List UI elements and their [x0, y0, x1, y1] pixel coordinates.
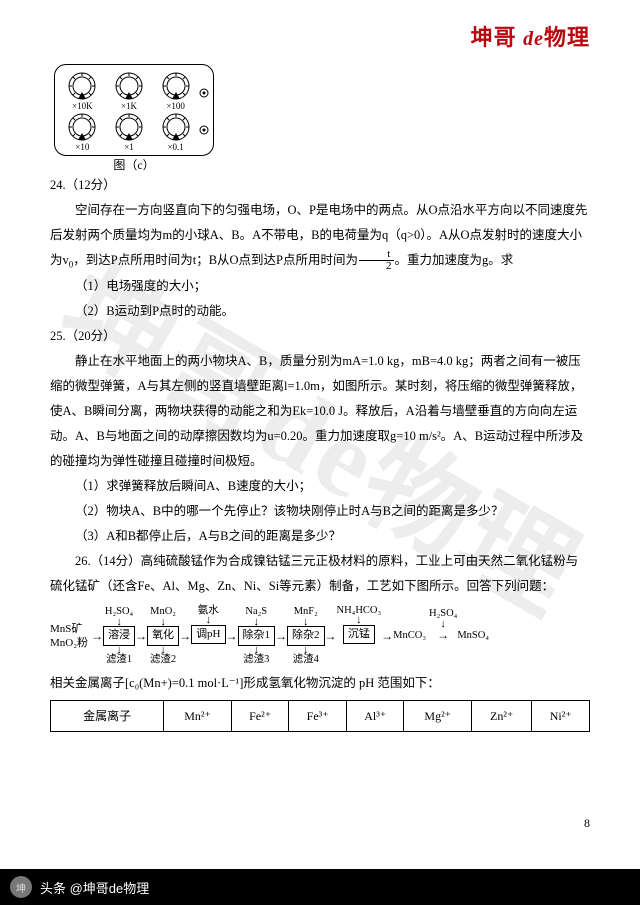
- logo-tail: 物理: [544, 25, 590, 50]
- dial: ×10K: [64, 71, 100, 112]
- arrow-right-icon: →: [179, 630, 191, 642]
- footer-text: 头条 @坤哥de物理: [40, 878, 149, 897]
- arrow-right-icon: →: [325, 630, 337, 642]
- flow-residue: [207, 655, 210, 667]
- table-row: 金属离子 Mn²⁺ Fe²⁺ Fe³⁺ Al³⁺ Mg²⁺ Zn²⁺ Ni²⁺: [51, 700, 590, 731]
- q25-sub3: （3）A和B都停止后，A与B之间的距离是多少？: [50, 524, 590, 549]
- arrow-down-icon: ↓: [116, 646, 122, 655]
- flow-step: 溶浸: [103, 626, 135, 645]
- q26-note: 相关金属离子[c₀(Mn+)=0.1 mol·L⁻¹]形成氢氧化物沉淀的 pH …: [50, 671, 590, 696]
- header-logo: 坤哥 de物理: [471, 16, 590, 60]
- avatar-icon: 坤: [10, 876, 32, 898]
- arrow-down-icon: ↓: [303, 618, 309, 627]
- arrow-right-icon: →: [381, 630, 393, 642]
- dial-label: ×0.1: [158, 143, 194, 153]
- q24-sub2: （2）B运动到P点时的动能。: [50, 299, 590, 324]
- table-header-cell: Fe³⁺: [289, 700, 347, 731]
- dial: ×0.1: [158, 112, 194, 153]
- arrow-right-icon: →: [135, 630, 147, 642]
- flow-residue: [358, 655, 361, 667]
- arrow-down-icon: ↓: [206, 616, 212, 625]
- dial: ×1: [111, 112, 147, 153]
- flow-residue: 滤渣4: [293, 654, 319, 666]
- flow-step: 沉锰: [343, 625, 375, 644]
- flow-residue: 滤渣1: [106, 654, 132, 666]
- arrow-right-icon: →: [91, 630, 103, 642]
- dial-label: ×1: [111, 143, 147, 153]
- q24-text-c: 。重力加速度为g。求: [395, 253, 514, 267]
- table-header-cell: Al³⁺: [346, 700, 404, 731]
- device-figure: ×10K ×1K ×100: [54, 64, 214, 173]
- q24-sub1: （1）电场强度的大小；: [50, 274, 590, 299]
- q24-text: 空间存在一方向竖直向下的匀强电场，O、P是电场中的两点。从O点沿水平方向以不同速…: [50, 198, 590, 274]
- table-header-cell: Ni²⁺: [532, 700, 590, 731]
- dial: ×1K: [111, 71, 147, 112]
- dial-label: ×100: [158, 102, 194, 112]
- logo-de: de: [523, 28, 544, 50]
- page-number: 8: [584, 811, 590, 835]
- flow-step: 除杂1: [238, 626, 276, 645]
- dial-label: ×10K: [64, 102, 100, 112]
- q24-text-b: ，到达P点所用时间为t；B从O点到达P点所用时间为: [73, 253, 358, 267]
- footer-bar: 坤 头条 @坤哥de物理: [0, 869, 640, 905]
- arrow-down-icon: ↓: [116, 618, 122, 627]
- arrow-down-icon: ↓: [356, 616, 362, 625]
- flow-residue: 滤渣2: [150, 654, 176, 666]
- arrow-down-icon: ↓: [303, 646, 309, 655]
- arrow-right-icon: →: [437, 629, 449, 641]
- q25-heading: 25.（20分）: [50, 324, 590, 349]
- flow-input: MnS矿: [50, 623, 82, 635]
- q25-text: 静止在水平地面上的两小物块A、B，质量分别为mA=1.0 kg，mB=4.0 k…: [50, 349, 590, 474]
- terminal-icon: [199, 88, 209, 98]
- ion-table: 金属离子 Mn²⁺ Fe²⁺ Fe³⁺ Al³⁺ Mg²⁺ Zn²⁺ Ni²⁺: [50, 700, 590, 732]
- flow-input: MnO₂粉: [50, 637, 88, 649]
- dial: ×100: [158, 71, 194, 112]
- logo-main: 坤哥: [471, 25, 517, 50]
- flow-inputs: MnS矿 MnO₂粉: [50, 622, 91, 651]
- flow-final: MnCO₃: [393, 630, 426, 642]
- q25-sub2: （2）物块A、B中的哪一个先停止？该物块刚停止时A与B之间的距离是多少？: [50, 499, 590, 524]
- table-header-cell: Mn²⁺: [164, 700, 232, 731]
- flow-step: 氧化: [147, 626, 179, 645]
- table-header-cell: Fe²⁺: [231, 700, 289, 731]
- device-frame: ×10K ×1K ×100: [54, 64, 214, 156]
- arrow-down-icon: ↓: [254, 646, 260, 655]
- table-header-cell: Mg²⁺: [404, 700, 472, 731]
- flowchart: MnS矿 MnO₂粉 → H₂SO₄ ↓ 溶浸 ↓ 滤渣1 → MnO₂ ↓ 氧…: [50, 605, 590, 667]
- arrow-down-icon: ↓: [160, 646, 166, 655]
- q24-heading: 24.（12分）: [50, 173, 590, 198]
- arrow-right-icon: →: [275, 630, 287, 642]
- dial-label: ×10: [64, 143, 100, 153]
- flow-step: 除杂2: [287, 626, 325, 645]
- table-header-cell: Zn²⁺: [471, 700, 531, 731]
- arrow-down-icon: ↓: [160, 618, 166, 627]
- arrow-down-icon: ↓: [254, 618, 260, 627]
- flow-residue: 滤渣3: [243, 654, 269, 666]
- arrow-right-icon: →: [226, 630, 238, 642]
- terminal-icon: [199, 125, 209, 135]
- q26-heading: 26.（14分）高纯硫酸锰作为合成镍钴锰三元正极材料的原料，工业上可由天然二氧化…: [50, 549, 590, 599]
- figure-caption: 图（c）: [54, 158, 214, 174]
- dial: ×10: [64, 112, 100, 153]
- q25-sub1: （1）求弹簧释放后瞬间A、B速度的大小；: [50, 474, 590, 499]
- flow-step: 调pH: [191, 625, 225, 644]
- table-header-cell: 金属离子: [51, 700, 164, 731]
- flow-final: MnSO₄: [457, 630, 489, 642]
- dial-label: ×1K: [111, 102, 147, 112]
